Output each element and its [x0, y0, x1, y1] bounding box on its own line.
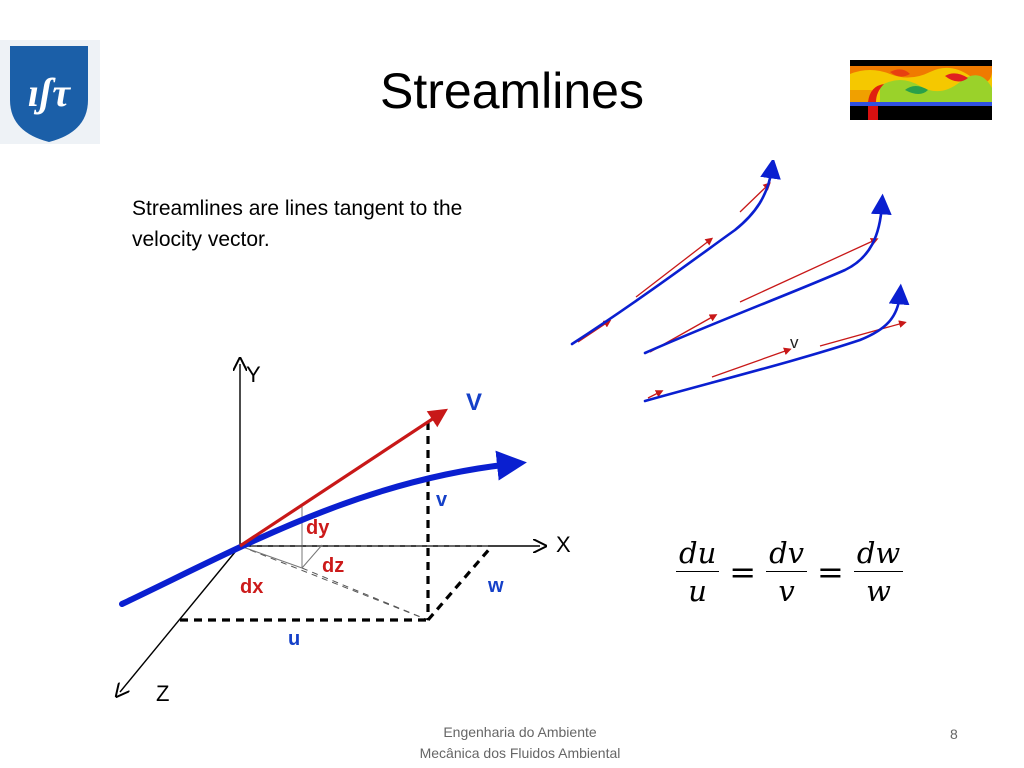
tangent-vector: [577, 319, 612, 343]
x-axis-label: X: [556, 532, 571, 557]
tangent-vector: [819, 320, 907, 347]
y-axis-label: Y: [246, 362, 261, 387]
fraction-dw-w: dw w: [853, 535, 904, 610]
u-component-label: u: [288, 628, 300, 650]
fraction-dv-v: dv v: [766, 535, 808, 610]
numerator-dv: dv: [766, 535, 808, 572]
streamline: [643, 283, 910, 403]
flow-simulation-image: [850, 60, 992, 120]
equals-sign: =: [729, 553, 757, 591]
diagonal-projection-line: [239, 545, 429, 621]
streamline-curve: [119, 450, 527, 607]
denominator-w: w: [866, 573, 891, 608]
velocity-components-diagram: Y X Z V v w u dy dz dx: [100, 350, 571, 706]
logo-lettering: ıʃτ: [28, 70, 71, 115]
streamline: [570, 160, 781, 346]
streamline: [643, 193, 892, 355]
equals-sign: =: [817, 553, 844, 591]
velocity-vector: [239, 408, 449, 548]
page-number: 8: [950, 726, 958, 742]
logo-shield-icon: ıʃτ: [10, 46, 88, 142]
dy-label: dy: [306, 517, 330, 539]
streamline-equation: du u = dv v = dw w: [676, 532, 904, 612]
tangent-vector: [711, 347, 792, 378]
denominator-v: v: [778, 573, 795, 608]
footer-course: Engenharia do Ambiente: [443, 724, 597, 740]
tangent-vector: [739, 238, 879, 303]
dz-label: dz: [322, 555, 344, 577]
velocity-label: V: [466, 389, 482, 416]
dz-projection-line: [301, 567, 429, 621]
footer-subject: Mecânica dos Fluidos Ambiental: [419, 745, 621, 761]
slide-title: Streamlines: [380, 63, 644, 119]
dz-line: [301, 544, 323, 569]
dx-label: dx: [240, 576, 263, 598]
denominator-u: u: [688, 573, 707, 608]
tangent-vector: [647, 390, 664, 399]
numerator-dw: dw: [853, 535, 904, 572]
z-axis-label: Z: [156, 681, 169, 706]
v-component-label: v: [436, 489, 448, 511]
tangent-vector: [739, 182, 771, 213]
w-component-label: w: [487, 575, 504, 597]
tangent-vector: [635, 237, 714, 298]
dx-line: [239, 545, 303, 569]
numerator-du: du: [676, 535, 720, 572]
fraction-du-u: du u: [676, 535, 720, 610]
w-component-line: [426, 544, 494, 622]
slide-footer: Engenharia do Ambiente Mecânica dos Flui…: [330, 722, 710, 764]
ist-logo: ıʃτ: [0, 40, 100, 144]
streamlines-sketch: v: [570, 160, 910, 403]
body-text: Streamlines are lines tangent to the vel…: [132, 197, 463, 251]
streamline-v-label: v: [790, 333, 799, 352]
